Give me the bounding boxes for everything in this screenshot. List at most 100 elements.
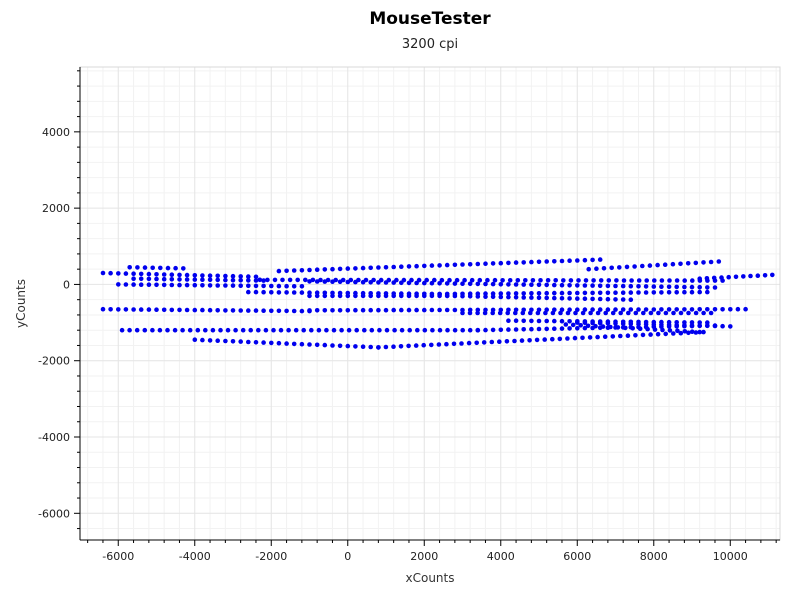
data-point <box>238 308 243 313</box>
data-point <box>230 277 236 283</box>
data-point <box>474 340 480 346</box>
data-point <box>682 278 687 283</box>
data-point <box>223 277 228 283</box>
data-point <box>337 279 343 285</box>
data-point <box>261 278 266 283</box>
data-point <box>513 295 519 300</box>
data-point <box>506 327 511 332</box>
data-point <box>770 272 775 278</box>
data-point <box>200 337 205 343</box>
data-point <box>697 284 702 290</box>
data-point <box>590 320 595 326</box>
data-point <box>536 318 542 324</box>
data-point <box>578 323 583 328</box>
data-point <box>452 293 458 299</box>
data-point <box>414 280 419 286</box>
data-point <box>601 266 607 271</box>
data-point <box>506 260 511 266</box>
data-point <box>629 278 634 283</box>
data-point <box>172 327 178 333</box>
data-point <box>490 291 496 296</box>
data-point <box>138 271 144 277</box>
data-point <box>154 276 159 282</box>
data-point <box>253 278 259 283</box>
data-point <box>558 310 563 316</box>
data-point <box>666 290 672 295</box>
data-point <box>689 323 695 329</box>
data-point <box>253 308 259 313</box>
data-point <box>728 307 733 312</box>
data-point <box>621 278 627 283</box>
data-point <box>536 295 542 301</box>
data-point <box>146 307 152 312</box>
data-point <box>301 327 307 333</box>
data-point <box>223 283 228 288</box>
data-point <box>278 327 284 333</box>
data-point <box>406 280 412 286</box>
data-point <box>246 308 251 313</box>
data-point <box>322 267 328 272</box>
data-point <box>590 296 595 302</box>
data-point <box>666 324 672 329</box>
data-point <box>230 339 236 344</box>
data-point <box>529 259 534 265</box>
data-point <box>507 278 513 283</box>
axes <box>74 67 780 546</box>
data-point <box>200 273 205 278</box>
data-point <box>192 337 198 343</box>
data-point <box>100 306 106 312</box>
data-point <box>376 265 381 270</box>
data-point <box>572 335 578 341</box>
data-point <box>628 307 634 312</box>
data-point <box>322 279 328 284</box>
data-point <box>467 294 473 299</box>
data-point <box>565 310 571 316</box>
data-point <box>269 308 274 314</box>
x-tick-label: 8000 <box>640 550 668 563</box>
data-point <box>689 329 695 335</box>
data-point <box>383 265 389 270</box>
data-point <box>697 329 702 335</box>
data-point <box>567 290 572 296</box>
data-point <box>444 307 450 313</box>
data-point <box>415 327 420 333</box>
data-point <box>682 284 687 290</box>
data-point <box>177 277 182 282</box>
data-point <box>652 278 657 283</box>
data-point <box>595 334 600 340</box>
data-point <box>633 310 639 316</box>
x-axis-label: xCounts <box>406 571 455 585</box>
data-point <box>299 268 305 273</box>
data-point <box>513 260 519 265</box>
data-point <box>295 277 301 283</box>
data-point <box>353 307 358 313</box>
data-point <box>678 261 683 267</box>
data-point <box>506 318 511 324</box>
data-point <box>527 338 532 343</box>
data-point <box>467 281 473 287</box>
data-point <box>693 260 699 266</box>
data-point <box>368 280 374 285</box>
data-point <box>536 282 542 288</box>
x-tick-label: 0 <box>344 550 351 563</box>
data-point <box>678 330 684 336</box>
data-point <box>177 272 182 278</box>
data-point <box>628 324 634 330</box>
data-point <box>712 307 718 312</box>
data-point <box>127 265 132 270</box>
data-point <box>590 325 595 331</box>
data-point <box>307 342 312 347</box>
data-point <box>135 265 140 270</box>
data-points <box>100 257 775 350</box>
data-point <box>490 327 496 333</box>
data-point <box>613 283 618 289</box>
data-point <box>146 282 152 288</box>
data-point <box>529 318 534 324</box>
data-point <box>200 277 205 283</box>
data-point <box>345 279 351 285</box>
data-point <box>383 344 389 350</box>
data-point <box>218 327 223 333</box>
data-point <box>667 328 673 333</box>
data-point <box>413 343 419 348</box>
